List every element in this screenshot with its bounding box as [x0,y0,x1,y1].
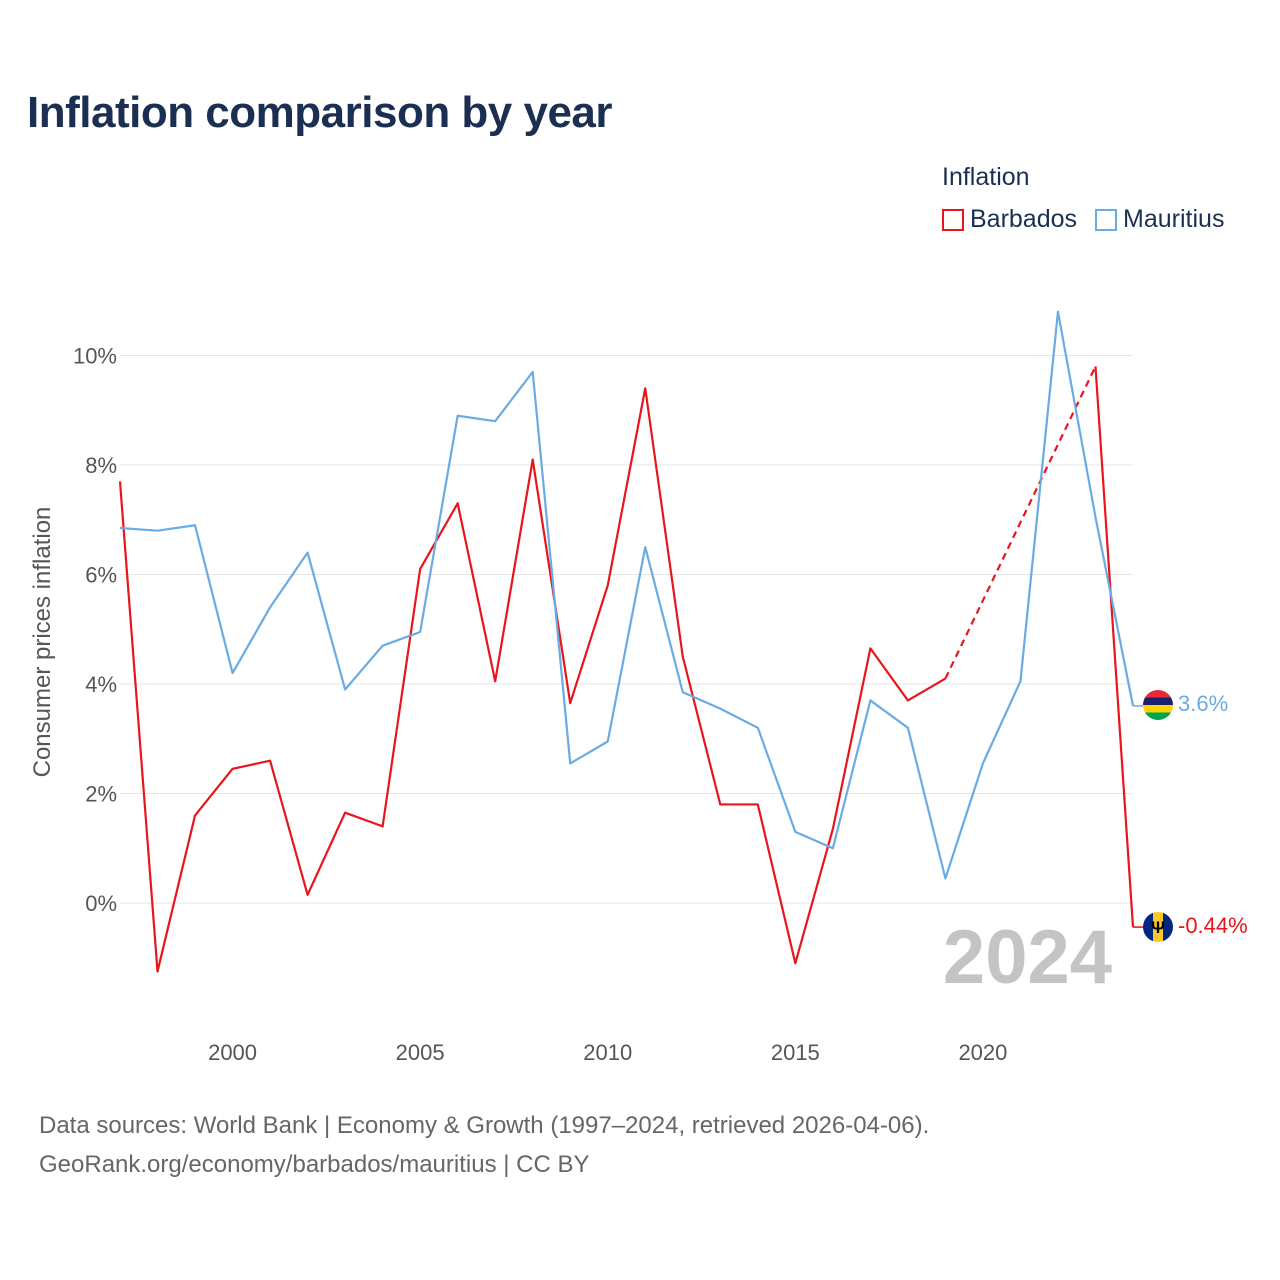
series-line-barbados [118,387,946,973]
series-line-barbados [1094,366,1135,928]
y-axis-ticks: 0% 2% 4% 6% 8% 10% [73,344,117,917]
series [118,310,1143,973]
y-tick-label: 10% [73,344,117,369]
series-gap-barbados [944,365,1097,680]
source-line-2[interactable]: GeoRank.org/economy/barbados/mauritius |… [39,1151,590,1178]
y-tick-label: 2% [85,782,117,807]
legend-item-mauritius[interactable]: Mauritius [1095,205,1224,234]
y-axis-label: Consumer prices inflation [29,507,56,778]
legend-title: Inflation [942,163,1030,191]
barbados-flag-icon: Ψ [1143,912,1173,942]
y-tick-label: 6% [85,563,117,588]
x-tick-label: 2010 [583,1040,632,1065]
source-line-1: Data sources: World Bank | Economy & Gro… [39,1112,930,1139]
legend-swatch-mauritius [1095,208,1118,231]
legend-label-mauritius: Mauritius [1123,205,1225,233]
x-tick-label: 2015 [771,1040,820,1065]
chart-svg: 0% 2% 4% 6% 8% 10% 2000 2005 2010 2015 2020 Consu… [29,310,1248,1065]
series-line-mauritius [119,310,1135,880]
legend-label-barbados: Barbados [970,205,1078,233]
y-tick-label: 4% [85,672,117,697]
mauritius-flag-icon [1143,690,1173,720]
x-tick-label: 2000 [208,1040,257,1065]
x-tick-label: 2020 [958,1040,1007,1065]
chart-title: Inflation comparison by year [27,88,613,137]
legend: Barbados Mauritius [942,205,1224,234]
end-label-mauritius: 3.6% [1178,691,1228,716]
source-note: Data sources: World Bank | Economy & Gro… [39,1106,929,1184]
grid [120,355,1133,904]
x-tick-label: 2005 [396,1040,445,1065]
year-watermark: 2024 [943,915,1112,1000]
end-label-barbados: -0.44% [1178,913,1248,938]
legend-item-barbados[interactable]: Barbados [942,205,1077,234]
x-axis-ticks: 2000 2005 2010 2015 2020 [208,1040,1007,1065]
y-tick-label: 8% [85,453,117,478]
y-tick-label: 0% [85,891,117,916]
svg-text:Ψ: Ψ [1151,918,1165,937]
legend-swatch-barbados [942,208,964,231]
